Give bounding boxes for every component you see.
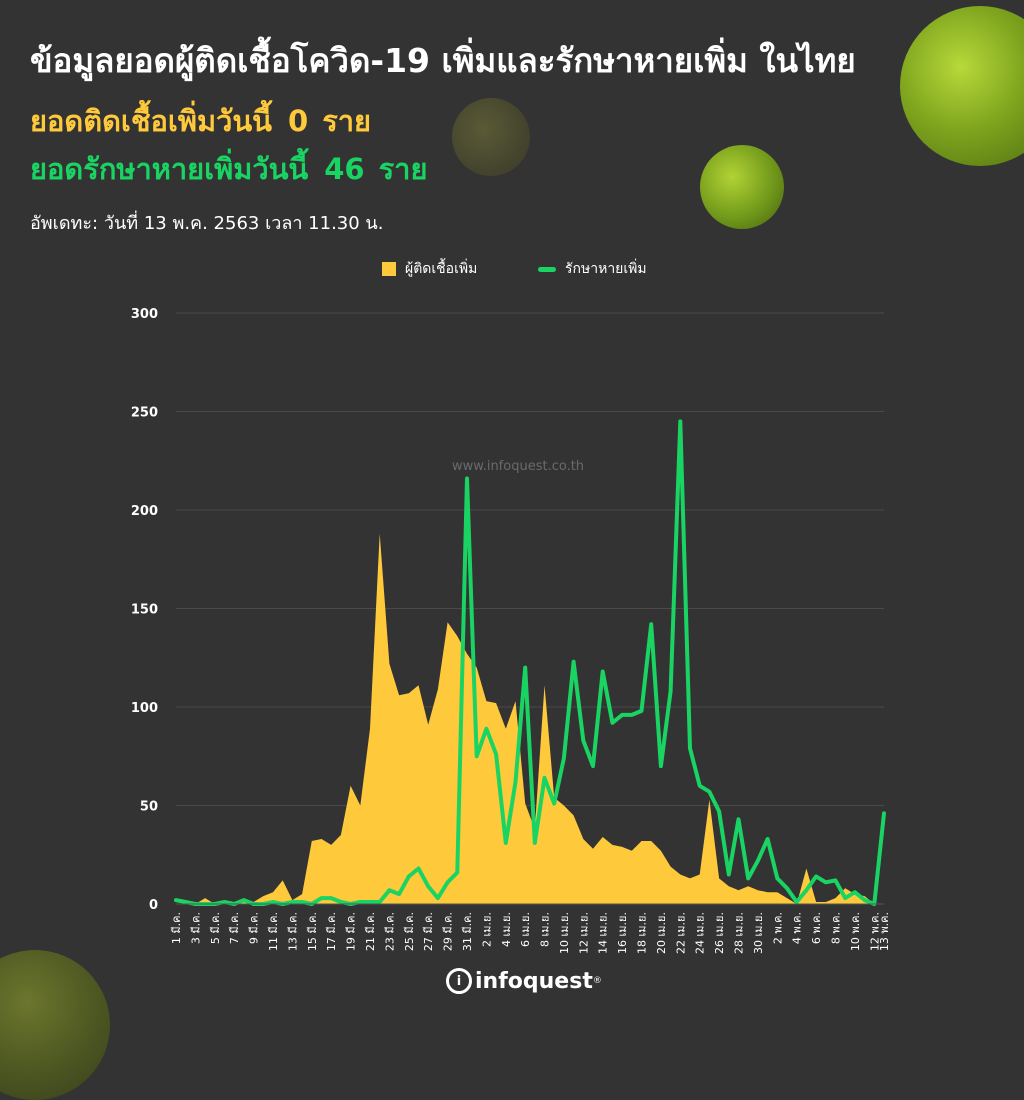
recovered-value: 46 <box>324 152 365 186</box>
x-tick-label: 14 เม.ย. <box>597 912 610 954</box>
virus-illustration-small <box>700 145 784 229</box>
x-tick-label: 6 เม.ย. <box>519 912 532 947</box>
x-tick-label: 29 มี.ค. <box>442 912 455 951</box>
page-title: ข้อมูลยอดผู้ติดเชื้อโควิด-19 เพิ่มและรัก… <box>30 41 856 80</box>
x-tick-label: 13 พ.ค. <box>878 912 891 951</box>
y-tick-label: 200 <box>131 504 158 519</box>
y-tick-label: 150 <box>131 603 158 618</box>
legend-recovered: รักษาหายเพิ่ม <box>538 258 647 280</box>
y-tick-label: 100 <box>131 701 158 716</box>
legend-new-cases-label: ผู้ติดเชื้อเพิ่ม <box>405 261 478 277</box>
legend-recovered-label: รักษาหายเพิ่ม <box>565 261 647 277</box>
x-tick-label: 12 พ.ค. <box>868 912 881 951</box>
legend-recovered-swatch <box>538 266 556 272</box>
x-tick-label: 11 มี.ค. <box>267 912 280 951</box>
x-tick-label: 2 พ.ค. <box>771 912 784 944</box>
x-tick-label: 12 เม.ย. <box>577 912 590 954</box>
x-tick-label: 31 มี.ค. <box>461 912 474 951</box>
x-tick-label: 22 เม.ย. <box>674 912 687 954</box>
chart-legend: ผู้ติดเชื้อเพิ่ม รักษาหายเพิ่ม <box>0 258 1024 282</box>
x-tick-label: 4 เม.ย. <box>500 912 513 947</box>
x-tick-label: 21 มี.ค. <box>364 912 377 951</box>
x-tick-label: 20 เม.ย. <box>655 912 668 954</box>
x-tick-label: 5 มี.ค. <box>209 912 222 944</box>
x-tick-label: 1 มี.ค. <box>170 912 183 944</box>
x-tick-label: 7 มี.ค. <box>228 912 241 944</box>
infoquest-logo: i infoquest ® <box>446 968 602 994</box>
covid-chart: 0 50 100 150 200 250 300 www.infoquest.co.th 1 ม… <box>131 307 891 954</box>
x-tick-label: 26 เม.ย. <box>713 912 726 954</box>
x-tick-label: 17 มี.ค. <box>325 912 338 951</box>
registered-mark: ® <box>592 976 602 986</box>
x-tick-label: 8 เม.ย. <box>539 912 552 947</box>
x-tick-label: 16 เม.ย. <box>616 912 629 954</box>
recovered-unit: ราย <box>378 152 428 186</box>
y-tick-label: 0 <box>149 898 158 913</box>
new-cases-area <box>176 533 884 904</box>
x-tick-label: 13 มี.ค. <box>286 912 299 951</box>
legend-new-cases: ผู้ติดเชื้อเพิ่ม <box>382 258 477 280</box>
new-cases-label: ยอดติดเชื้อเพิ่มวันนี้ <box>30 104 272 138</box>
y-tick-label: 50 <box>140 800 158 815</box>
logo-text: infoquest <box>475 968 593 994</box>
x-tick-label: 19 มี.ค. <box>345 912 358 951</box>
recovered-line <box>174 419 886 906</box>
x-tick-label: 9 มี.ค. <box>248 912 261 944</box>
recovered-today: ยอดรักษาหายเพิ่มวันนี้ 46 ราย <box>30 146 427 192</box>
virus-illustration-large <box>900 6 1024 166</box>
y-tick-label: 250 <box>131 406 158 421</box>
x-tick-label: 30 เม.ย. <box>752 912 765 954</box>
x-tick-label: 27 มี.ค. <box>422 912 435 951</box>
x-tick-label: 24 เม.ย. <box>694 912 707 954</box>
x-tick-label: 10 พ.ค. <box>849 912 862 951</box>
x-tick-label: 8 พ.ค. <box>830 912 843 944</box>
legend-new-cases-swatch <box>382 262 396 276</box>
x-tick-label: 10 เม.ย. <box>558 912 571 954</box>
x-tick-label: 23 มี.ค. <box>383 912 396 951</box>
info-icon: i <box>446 968 472 994</box>
x-tick-label: 25 มี.ค. <box>403 912 416 951</box>
recovered-label: ยอดรักษาหายเพิ่มวันนี้ <box>30 152 309 186</box>
x-tick-label: 4 พ.ค. <box>791 912 804 944</box>
x-tick-label: 6 พ.ค. <box>810 912 823 944</box>
x-tick-label: 28 เม.ย. <box>733 912 746 954</box>
update-timestamp: อัพเดทะ: วันที่ 13 พ.ค. 2563 เวลา 11.30 … <box>30 213 384 234</box>
new-cases-value: 0 <box>288 104 309 138</box>
x-tick-label: 2 เม.ย. <box>480 912 493 947</box>
x-tick-label: 15 มี.ค. <box>306 912 319 951</box>
new-cases-unit: ราย <box>322 104 372 138</box>
x-tick-label: 18 เม.ย. <box>636 912 649 954</box>
new-cases-today: ยอดติดเชื้อเพิ่มวันนี้ 0 ราย <box>30 98 371 144</box>
x-tick-label: 3 มี.ค. <box>189 912 202 944</box>
watermark: www.infoquest.co.th <box>452 459 584 474</box>
y-tick-label: 300 <box>131 307 158 322</box>
virus-illustration-faded <box>452 98 530 176</box>
